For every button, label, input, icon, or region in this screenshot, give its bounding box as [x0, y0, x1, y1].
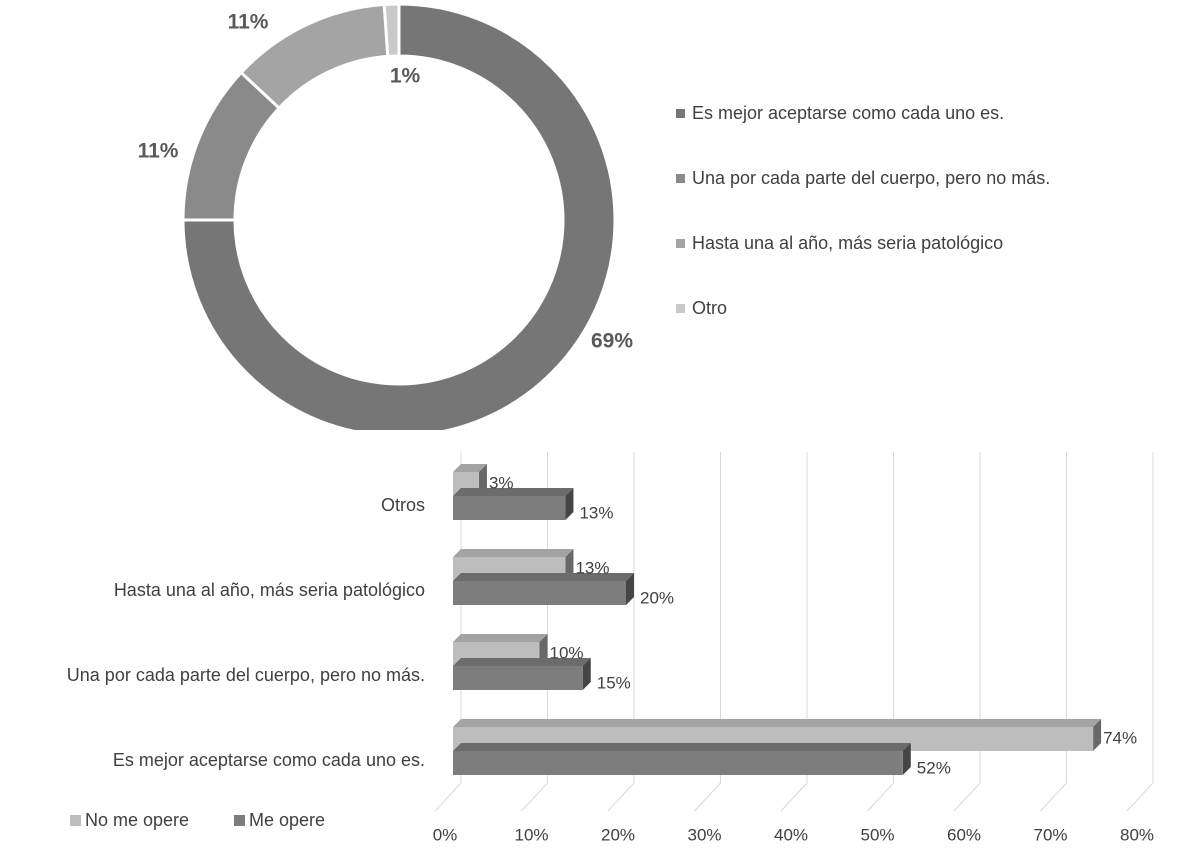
- bar-no-me-opere-top: [453, 634, 548, 642]
- legend-label: Otro: [692, 298, 727, 318]
- bar-data-label: 3%: [489, 473, 514, 492]
- legend-label: Una por cada parte del cuerpo, pero no m…: [692, 168, 1050, 188]
- bar-me-opere-side: [582, 658, 591, 690]
- donut-chart: 69% 11% 11% 1% Es mejor aceptarse como cada…: [138, 2, 1050, 430]
- legend-label: Me opere: [249, 810, 325, 830]
- bar-me-opere-side: [626, 573, 634, 605]
- bar-me-opere: [453, 581, 626, 605]
- bar-data-label: 13%: [575, 558, 609, 577]
- bar-me-opere-top: [453, 658, 591, 666]
- gridline-floor: [434, 782, 462, 812]
- legend-swatch: [70, 815, 81, 826]
- x-tick-label: 30%: [687, 825, 721, 844]
- gridline-floor: [780, 782, 808, 812]
- donut-legend: Es mejor aceptarse como cada uno es. Una …: [676, 103, 1050, 318]
- gridline-floor: [694, 782, 721, 812]
- gridline-floor: [1040, 782, 1067, 812]
- gridline-floor: [953, 782, 981, 812]
- x-tick-label: 0%: [433, 825, 458, 844]
- bar-data-label: 52%: [917, 758, 951, 777]
- x-tick-label: 70%: [1033, 825, 1067, 844]
- legend-swatch: [676, 304, 685, 313]
- donut-slice: [382, 2, 401, 58]
- legend-swatch: [234, 815, 245, 826]
- legend-swatch: [676, 239, 685, 248]
- gridline-floor: [521, 782, 548, 812]
- x-tick-label: 40%: [774, 825, 808, 844]
- bar-no-me-opere-top: [453, 719, 1102, 727]
- bar-data-label: 74%: [1103, 728, 1137, 747]
- bar-series: [453, 464, 1102, 775]
- donut-slice: [181, 2, 617, 430]
- bar-data-label: 13%: [579, 503, 613, 522]
- gridline-floor: [607, 782, 635, 812]
- donut-data-label: 1%: [390, 65, 421, 88]
- legend-swatch: [676, 109, 685, 118]
- y-category-label: Una por cada parte del cuerpo, pero no m…: [67, 665, 425, 685]
- bar-data-labels: 3% 13% 13% 20% 10% 15% 74% 52%: [489, 473, 1137, 777]
- bar-me-opere: [453, 666, 583, 690]
- x-tick-label: 80%: [1120, 825, 1154, 844]
- bar-data-label: 20%: [640, 588, 674, 607]
- legend-swatch: [676, 174, 685, 183]
- gridline-floor: [867, 782, 894, 812]
- bar-me-opere-side: [902, 743, 911, 775]
- x-tick-label: 50%: [860, 825, 894, 844]
- bar-data-label: 15%: [597, 673, 631, 692]
- bar-no-me-opere-top: [453, 549, 574, 557]
- legend-label: No me opere: [85, 810, 189, 830]
- gridline-floor: [1126, 782, 1154, 812]
- bar-data-label: 10%: [550, 643, 584, 662]
- donut-slices: [181, 2, 617, 430]
- bar-me-opere-top: [453, 488, 574, 496]
- donut-data-labels: 69% 11% 11% 1%: [138, 11, 634, 353]
- bar-me-opere-top: [453, 743, 911, 751]
- bar-me-opere: [453, 496, 566, 520]
- x-tick-label: 20%: [601, 825, 635, 844]
- bar-me-opere: [453, 751, 903, 775]
- y-axis-category-labels: Otros Hasta una al año, más seria patológ…: [67, 495, 425, 770]
- bar-me-opere-top: [453, 573, 634, 581]
- x-axis-tick-labels: 0% 10% 20% 30% 40% 50% 60% 70% 80%: [433, 825, 1154, 844]
- y-category-label: Es mejor aceptarse como cada uno es.: [113, 750, 425, 770]
- donut-data-label: 11%: [138, 140, 179, 163]
- legend-label: Hasta una al año, más seria patológico: [692, 233, 1003, 253]
- bar-no-me-opere-top: [453, 464, 487, 472]
- bar-no-me-opere-side: [1093, 719, 1102, 751]
- bar-me-opere-side: [565, 488, 574, 520]
- donut-data-label: 11%: [228, 11, 269, 34]
- y-category-label: Hasta una al año, más seria patológico: [114, 580, 425, 600]
- x-tick-label: 10%: [514, 825, 548, 844]
- donut-data-label: 69%: [591, 330, 633, 353]
- y-category-label: Otros: [381, 495, 425, 515]
- legend-label: Es mejor aceptarse como cada uno es.: [692, 103, 1004, 123]
- bar-legend: No me opere Me opere: [70, 810, 325, 830]
- x-tick-label: 60%: [947, 825, 981, 844]
